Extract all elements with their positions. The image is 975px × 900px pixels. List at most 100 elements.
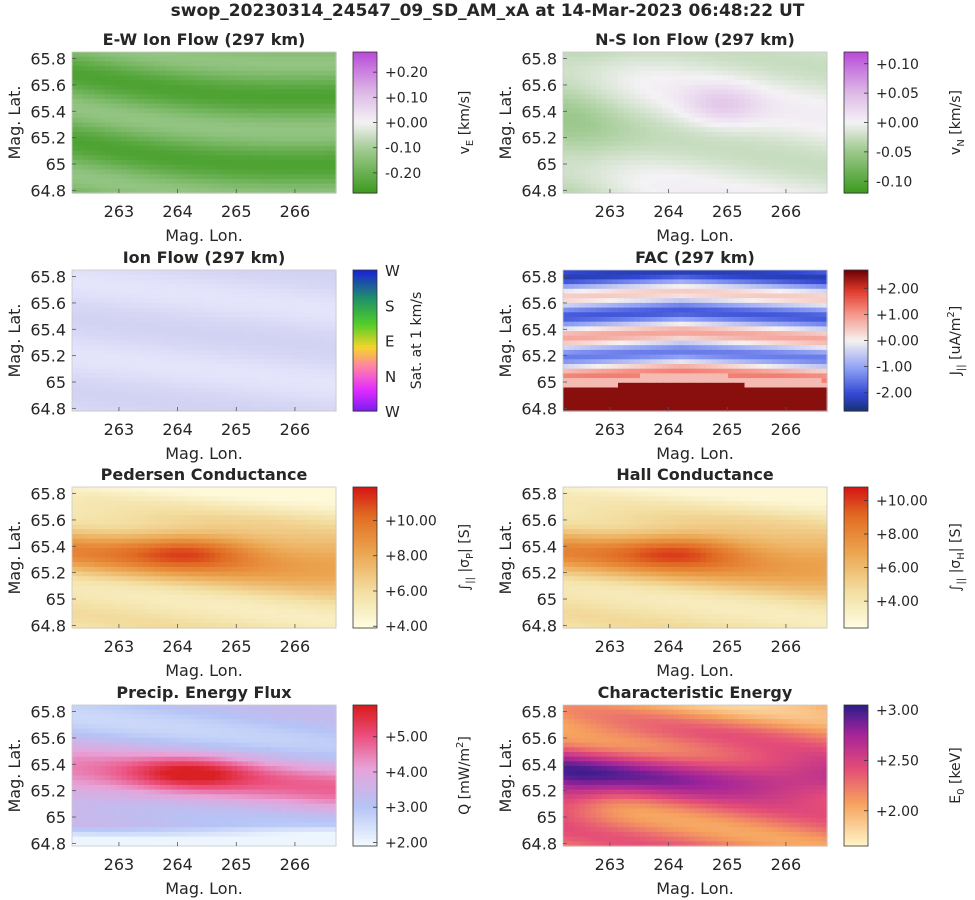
- heatmap-cell: [590, 89, 597, 95]
- heatmap-cell: [209, 298, 216, 304]
- heatmap-cell: [563, 169, 570, 175]
- heatmap-cell: [149, 146, 156, 152]
- heatmap-cell: [292, 312, 299, 318]
- heatmap-cell: [72, 70, 79, 77]
- heatmap-cell: [176, 387, 183, 393]
- heatmap-cell: [286, 61, 293, 67]
- heatmap-cell: [165, 122, 172, 128]
- heatmap-cell: [607, 302, 614, 309]
- heatmap-cell: [160, 302, 167, 309]
- heatmap-cell: [264, 270, 271, 276]
- heatmap-cell: [237, 331, 244, 337]
- heatmap-cell: [805, 174, 812, 180]
- heatmap-cell: [794, 66, 801, 72]
- heatmap-cell: [149, 364, 156, 370]
- heatmap-cell: [286, 117, 293, 124]
- heatmap-cell: [270, 298, 277, 304]
- heatmap-cell: [138, 52, 145, 58]
- heatmap-cell: [88, 188, 95, 194]
- heatmap-cell: [226, 141, 233, 147]
- heatmap-cell: [275, 75, 282, 81]
- heatmap-cell: [706, 298, 713, 304]
- heatmap-cell: [574, 298, 581, 304]
- heatmap-cell: [629, 284, 636, 290]
- heatmap-cell: [640, 94, 647, 100]
- heatmap-cell: [187, 378, 194, 384]
- heatmap-cell: [596, 56, 603, 62]
- heatmap-cell: [568, 80, 575, 86]
- heatmap-cell: [72, 113, 79, 119]
- heatmap-cell: [165, 349, 172, 356]
- heatmap-cell: [308, 141, 315, 147]
- heatmap-cell: [248, 75, 255, 81]
- heatmap-cell: [127, 84, 134, 91]
- heatmap-cell: [105, 113, 112, 119]
- heatmap-cell: [94, 293, 101, 299]
- heatmap-cell: [187, 321, 194, 327]
- heatmap-cell: [579, 274, 586, 280]
- heatmap-cell: [259, 164, 266, 171]
- heatmap-cell: [673, 103, 680, 109]
- heatmap-cell: [187, 340, 194, 346]
- x-axis-label: Mag. Lon.: [165, 444, 243, 463]
- heatmap-cell: [72, 66, 79, 72]
- heatmap-cell: [325, 122, 332, 128]
- heatmap-cell: [297, 80, 304, 86]
- heatmap-cell: [121, 401, 128, 407]
- heatmap-cell: [143, 146, 150, 152]
- heatmap-cell: [297, 52, 304, 58]
- heatmap-cell: [88, 345, 95, 351]
- heatmap-cell: [717, 61, 724, 67]
- heatmap-cell: [711, 56, 718, 62]
- heatmap-cell: [645, 131, 652, 138]
- heatmap-cell: [231, 169, 238, 175]
- heatmap-cell: [242, 284, 249, 290]
- colorbar-swatch: [353, 359, 377, 363]
- heatmap-cell: [110, 302, 117, 309]
- heatmap-cell: [94, 117, 101, 124]
- heatmap-cell: [816, 89, 823, 95]
- colorbar-swatch: [353, 80, 377, 84]
- heatmap-cell: [286, 396, 293, 403]
- heatmap-cell: [77, 293, 84, 299]
- heatmap-cell: [783, 108, 790, 114]
- heatmap-cell: [585, 160, 592, 166]
- heatmap-cell: [755, 169, 762, 175]
- heatmap-cell: [198, 150, 205, 156]
- heatmap-cell: [744, 160, 751, 166]
- heatmap-cell: [198, 340, 205, 346]
- heatmap-cell: [187, 56, 194, 62]
- heatmap-cell: [237, 340, 244, 346]
- heatmap-cell: [667, 117, 674, 124]
- heatmap-cell: [165, 155, 172, 161]
- heatmap-cell: [204, 401, 211, 407]
- heatmap-cell: [204, 331, 211, 337]
- heatmap-cell: [220, 136, 227, 142]
- heatmap-cell: [574, 127, 581, 133]
- heatmap-cell: [226, 103, 233, 109]
- heatmap-cell: [563, 298, 570, 304]
- heatmap-cell: [193, 56, 200, 62]
- colorbar-swatch: [353, 385, 377, 389]
- heatmap-cell: [248, 274, 255, 280]
- heatmap-cell: [215, 113, 222, 119]
- heatmap-cell: [777, 113, 784, 119]
- heatmap-cell: [303, 146, 310, 152]
- heatmap-cell: [314, 382, 321, 389]
- heatmap-cell: [319, 84, 326, 91]
- heatmap-cell: [193, 75, 200, 81]
- heatmap-cell: [253, 312, 260, 318]
- heatmap-cell: [728, 141, 735, 147]
- heatmap-cell: [138, 396, 145, 403]
- heatmap-cell: [264, 335, 271, 342]
- heatmap-cell: [717, 108, 724, 114]
- heatmap-cell: [270, 392, 277, 398]
- heatmap-cell: [132, 406, 139, 412]
- heatmap-cell: [601, 298, 608, 304]
- heatmap-cell: [733, 155, 740, 161]
- heatmap-cell: [292, 52, 299, 58]
- heatmap-cell: [761, 183, 768, 189]
- heatmap-cell: [722, 293, 729, 299]
- heatmap-cell: [612, 284, 619, 290]
- heatmap-cell: [601, 183, 608, 189]
